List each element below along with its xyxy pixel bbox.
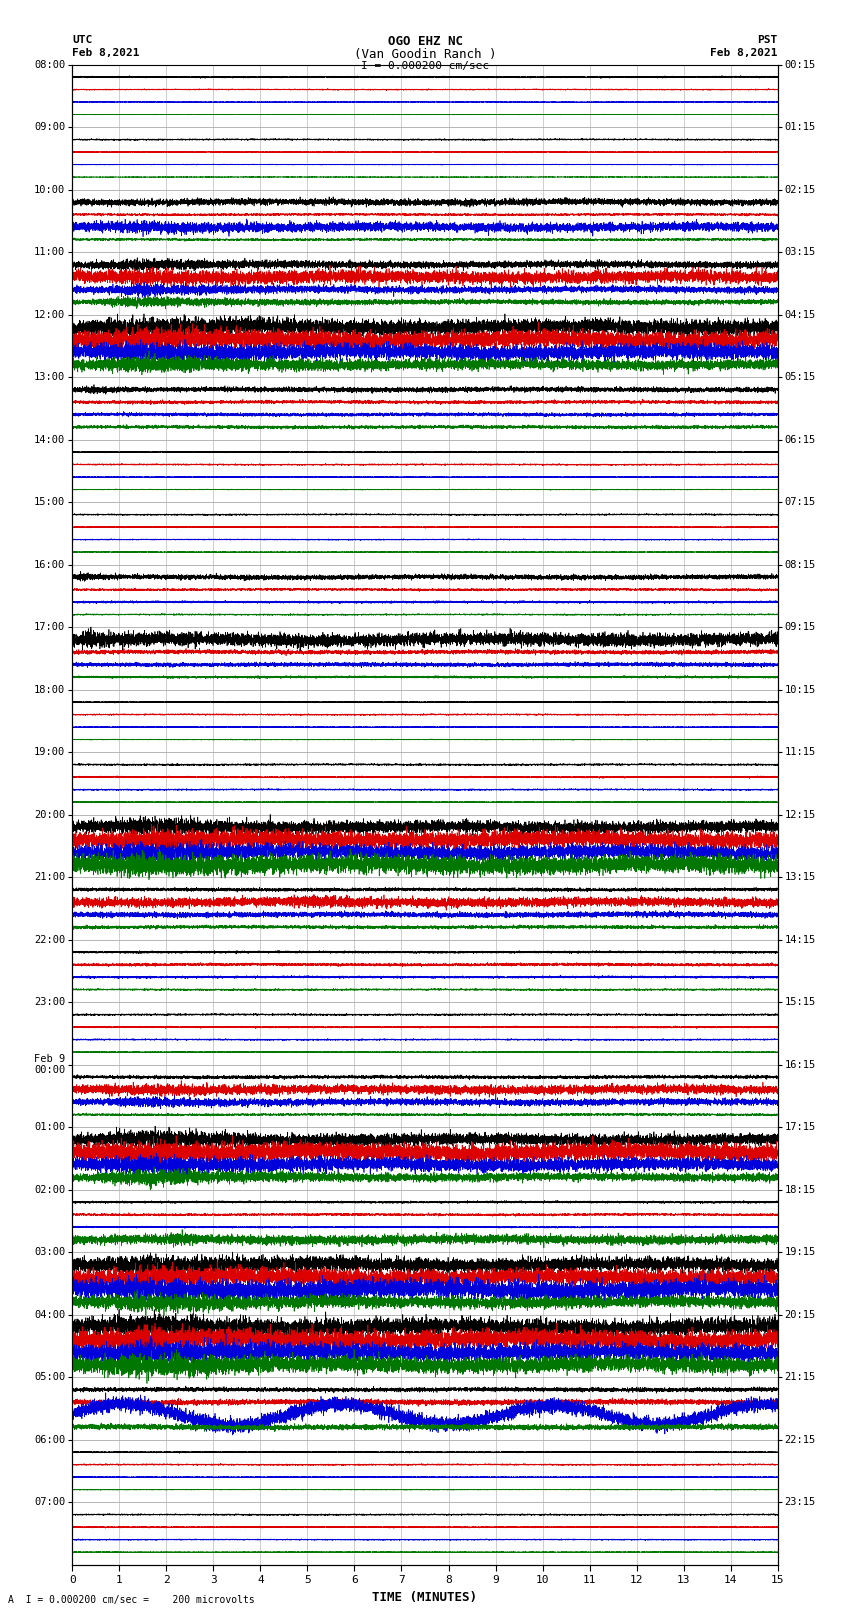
Text: PST: PST (757, 35, 778, 45)
Text: Feb 8,2021: Feb 8,2021 (72, 48, 139, 58)
Text: Feb 8,2021: Feb 8,2021 (711, 48, 778, 58)
X-axis label: TIME (MINUTES): TIME (MINUTES) (372, 1590, 478, 1603)
Text: A  I = 0.000200 cm/sec =    200 microvolts: A I = 0.000200 cm/sec = 200 microvolts (8, 1595, 255, 1605)
Text: OGO EHZ NC: OGO EHZ NC (388, 35, 462, 48)
Text: I = 0.000200 cm/sec: I = 0.000200 cm/sec (361, 61, 489, 71)
Text: UTC: UTC (72, 35, 93, 45)
Text: (Van Goodin Ranch ): (Van Goodin Ranch ) (354, 48, 496, 61)
